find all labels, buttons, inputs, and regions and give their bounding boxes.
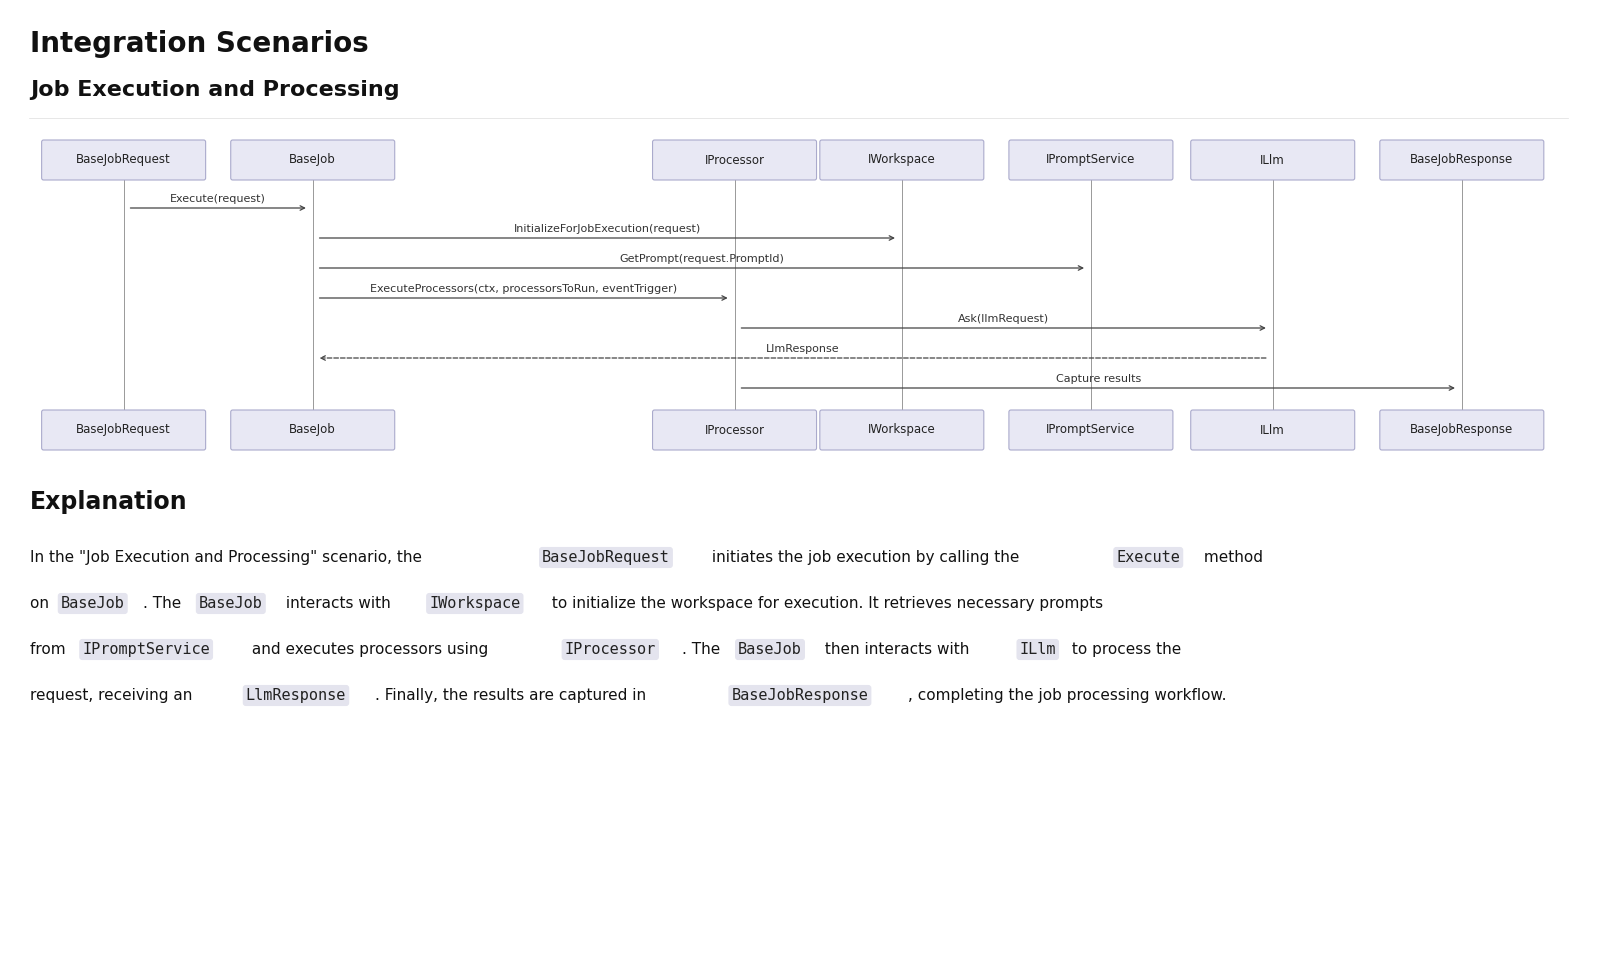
Text: ILlm: ILlm (1261, 423, 1285, 437)
FancyBboxPatch shape (230, 140, 395, 180)
Text: BaseJobRequest: BaseJobRequest (77, 154, 171, 166)
Text: LlmResponse: LlmResponse (766, 344, 840, 354)
Text: IWorkspace: IWorkspace (429, 596, 520, 611)
Text: IProcessor: IProcessor (565, 642, 656, 657)
Text: IPromptService: IPromptService (1046, 423, 1136, 437)
Text: BaseJob: BaseJob (738, 642, 802, 657)
Text: BaseJob: BaseJob (61, 596, 125, 611)
Text: from: from (30, 642, 70, 657)
FancyBboxPatch shape (42, 410, 206, 450)
Text: Explanation: Explanation (30, 490, 187, 514)
FancyBboxPatch shape (653, 410, 816, 450)
Text: IWorkspace: IWorkspace (867, 154, 936, 166)
Text: IPromptService: IPromptService (1046, 154, 1136, 166)
Text: request, receiving an: request, receiving an (30, 688, 197, 703)
Text: Integration Scenarios: Integration Scenarios (30, 30, 368, 58)
Text: ILlm: ILlm (1019, 642, 1056, 657)
Text: BaseJobResponse: BaseJobResponse (1410, 154, 1514, 166)
Text: BaseJobRequest: BaseJobRequest (542, 550, 670, 565)
Text: IProcessor: IProcessor (704, 423, 765, 437)
Text: IPromptService: IPromptService (82, 642, 210, 657)
Text: Execute(request): Execute(request) (170, 194, 266, 204)
FancyBboxPatch shape (1190, 140, 1355, 180)
FancyBboxPatch shape (1010, 140, 1173, 180)
Text: BaseJob: BaseJob (290, 423, 336, 437)
Text: ExecuteProcessors(ctx, processorsToRun, eventTrigger): ExecuteProcessors(ctx, processorsToRun, … (370, 284, 677, 294)
Text: to initialize the workspace for execution. It retrieves necessary prompts: to initialize the workspace for executio… (547, 596, 1102, 611)
Text: Capture results: Capture results (1056, 374, 1141, 384)
Text: BaseJobResponse: BaseJobResponse (731, 688, 869, 703)
Text: BaseJobResponse: BaseJobResponse (1410, 423, 1514, 437)
Text: to process the: to process the (1067, 642, 1181, 657)
Text: BaseJob: BaseJob (198, 596, 262, 611)
Text: , completing the job processing workflow.: , completing the job processing workflow… (909, 688, 1227, 703)
Text: IWorkspace: IWorkspace (867, 423, 936, 437)
Text: on: on (30, 596, 54, 611)
FancyBboxPatch shape (1379, 140, 1544, 180)
FancyBboxPatch shape (1190, 410, 1355, 450)
Text: Execute: Execute (1117, 550, 1181, 565)
FancyBboxPatch shape (1010, 410, 1173, 450)
Text: BaseJobRequest: BaseJobRequest (77, 423, 171, 437)
Text: IProcessor: IProcessor (704, 154, 765, 166)
Text: method: method (1198, 550, 1262, 565)
Text: interacts with: interacts with (282, 596, 395, 611)
Text: GetPrompt(request.PromptId): GetPrompt(request.PromptId) (619, 254, 784, 264)
Text: ILlm: ILlm (1261, 154, 1285, 166)
FancyBboxPatch shape (42, 140, 206, 180)
Text: BaseJob: BaseJob (290, 154, 336, 166)
Text: and executes processors using: and executes processors using (246, 642, 493, 657)
FancyBboxPatch shape (819, 410, 984, 450)
FancyBboxPatch shape (1379, 410, 1544, 450)
FancyBboxPatch shape (230, 410, 395, 450)
Text: . Finally, the results are captured in: . Finally, the results are captured in (376, 688, 651, 703)
Text: Ask(llmRequest): Ask(llmRequest) (958, 314, 1050, 324)
FancyBboxPatch shape (819, 140, 984, 180)
Text: Job Execution and Processing: Job Execution and Processing (30, 80, 400, 100)
FancyBboxPatch shape (653, 140, 816, 180)
Text: . The: . The (144, 596, 186, 611)
Text: InitializeForJobExecution(request): InitializeForJobExecution(request) (514, 224, 701, 234)
Text: initiates the job execution by calling the: initiates the job execution by calling t… (707, 550, 1024, 565)
Text: LlmResponse: LlmResponse (246, 688, 346, 703)
Text: then interacts with: then interacts with (821, 642, 974, 657)
Text: In the "Job Execution and Processing" scenario, the: In the "Job Execution and Processing" sc… (30, 550, 427, 565)
Text: . The: . The (683, 642, 725, 657)
